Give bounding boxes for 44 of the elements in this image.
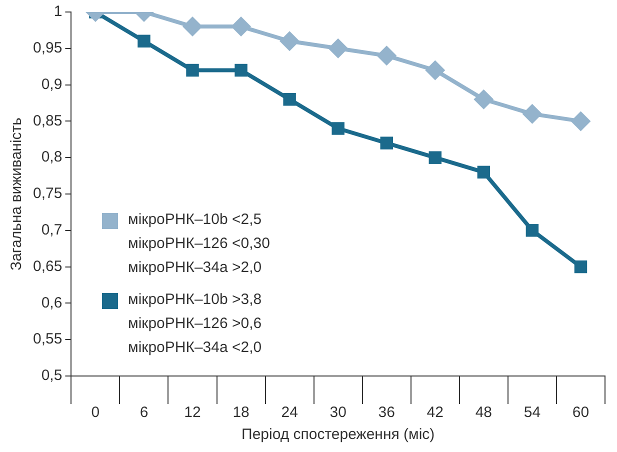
y-tick-label: 0,65	[32, 258, 62, 275]
x-tick-label: 30	[330, 404, 346, 422]
point	[474, 89, 494, 110]
point	[428, 151, 442, 164]
point	[332, 122, 344, 135]
x-tick-label: 42	[426, 404, 444, 422]
x-tick-label: 18	[232, 404, 250, 422]
y-tick-label: 0,95	[32, 40, 62, 57]
y-axis-title: Загальна виживаність	[8, 117, 26, 270]
y-tick-label: 0,6	[41, 294, 62, 312]
point	[376, 46, 397, 66]
y-tick-label: 0,75	[32, 185, 62, 202]
legend-label: мікроРНК–10b >3,8 мікроРНК–126 >0,6 мікроРНК–34a <2,0	[128, 290, 262, 358]
point	[138, 34, 150, 48]
x-tick-label: 36	[378, 404, 395, 422]
y-tick-label: 0,8	[41, 148, 62, 166]
point	[231, 16, 252, 37]
point	[328, 38, 348, 58]
point	[234, 64, 248, 77]
point	[574, 260, 588, 274]
point	[425, 60, 446, 80]
x-tick-label: 24	[281, 404, 298, 422]
x-tick-label: 6	[140, 404, 148, 422]
y-tick-label: 0,7	[41, 222, 62, 239]
point	[280, 31, 300, 52]
point	[283, 92, 296, 106]
y-tick-label: 0,5	[41, 367, 62, 384]
y-tick-label: 1	[54, 3, 62, 20]
x-tick-label: 0	[91, 404, 100, 422]
x-tick-label: 48	[475, 404, 492, 422]
x-axis-title: Період спостереження (міс)	[242, 426, 435, 444]
y-tick-label: 0,55	[32, 330, 62, 348]
x-tick-label: 54	[524, 404, 541, 422]
point	[526, 224, 539, 237]
point	[477, 166, 490, 179]
y-tick-label: 0,9	[41, 76, 62, 93]
y-tick-label: 0,85	[32, 112, 62, 130]
x-tick-label: 60	[572, 404, 590, 422]
x-tick-label: 12	[184, 404, 201, 422]
point	[570, 111, 591, 132]
point	[522, 104, 542, 124]
legend-label: мікроРНК–10b <2,5 мікроРНК–126 <0,30 мікроРНК–34a >2,0	[128, 210, 270, 278]
point	[380, 136, 393, 150]
point	[186, 64, 199, 77]
